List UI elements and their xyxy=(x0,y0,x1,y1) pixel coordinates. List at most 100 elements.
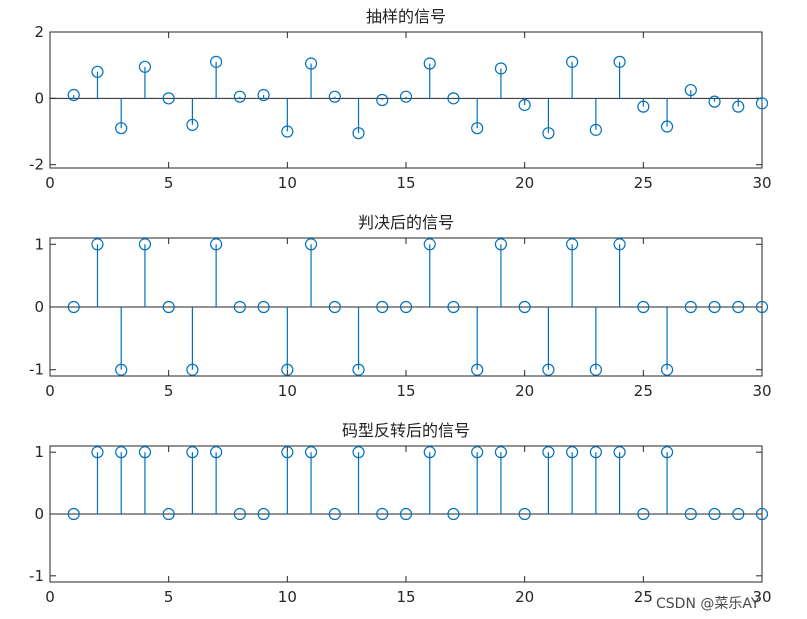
x-tick-label: 5 xyxy=(164,174,174,192)
stem-marker xyxy=(67,507,80,521)
stem-marker xyxy=(684,300,697,314)
stem-marker xyxy=(471,363,484,376)
stem-marker xyxy=(471,446,484,459)
stem-marker xyxy=(518,300,531,314)
stem-marker xyxy=(115,363,128,376)
x-tick-label: 20 xyxy=(515,588,534,606)
x-tick-label: 15 xyxy=(396,174,415,192)
y-tick-label: 1 xyxy=(34,443,44,461)
y-tick-label: 0 xyxy=(34,89,44,107)
stem-marker xyxy=(162,92,175,105)
stem-marker xyxy=(566,238,579,251)
stem-marker xyxy=(328,507,341,521)
stem-marker xyxy=(162,300,175,314)
stem-marker xyxy=(708,300,721,314)
stem-marker xyxy=(376,93,389,107)
x-tick-label: 30 xyxy=(752,382,771,400)
stem-marker xyxy=(755,97,769,110)
stem-marker xyxy=(233,300,246,314)
stem-marker xyxy=(447,300,460,314)
stem-marker xyxy=(471,122,484,135)
stem-marker xyxy=(210,446,223,459)
stem-marker xyxy=(542,446,555,459)
stem-marker xyxy=(257,300,270,314)
stem-marker xyxy=(423,446,436,459)
stem-marker xyxy=(91,65,104,78)
stem-marker xyxy=(613,55,626,68)
x-tick-label: 25 xyxy=(634,588,653,606)
stem-marker xyxy=(660,120,674,133)
stem-marker xyxy=(494,238,508,251)
stem-marker xyxy=(732,300,745,314)
x-tick-label: 0 xyxy=(45,382,55,400)
x-tick-label: 20 xyxy=(515,174,534,192)
stem-marker xyxy=(542,127,555,140)
stem-marker xyxy=(518,507,531,521)
y-tick-label: 1 xyxy=(34,235,44,253)
stem-marker xyxy=(233,507,246,521)
stem-marker xyxy=(281,446,294,459)
stem-marker xyxy=(518,98,531,112)
watermark: CSDN @菜乐AY xyxy=(656,596,760,612)
x-tick-label: 25 xyxy=(634,174,653,192)
stem-marker xyxy=(304,238,318,251)
stem-marker xyxy=(637,100,650,113)
stem-marker xyxy=(67,300,80,314)
stem-marker xyxy=(708,95,721,108)
stem-marker xyxy=(399,507,413,521)
x-tick-label: 5 xyxy=(164,382,174,400)
x-tick-label: 30 xyxy=(752,588,771,606)
stem-marker xyxy=(589,363,602,376)
stem-marker xyxy=(257,88,270,102)
stem-marker xyxy=(542,363,555,376)
stem-marker xyxy=(660,363,674,376)
chart-title: 抽样的信号 xyxy=(366,7,446,26)
stem-marker xyxy=(304,446,318,459)
stem-marker xyxy=(138,238,152,251)
stem-marker xyxy=(494,62,508,75)
y-tick-label: -1 xyxy=(29,567,44,585)
x-tick-label: 10 xyxy=(278,382,297,400)
y-tick-label: 0 xyxy=(34,505,44,523)
stem-marker xyxy=(138,446,152,459)
stem-marker xyxy=(589,123,602,136)
stem-marker xyxy=(755,507,769,521)
stem-marker xyxy=(376,507,389,521)
stem-marker xyxy=(399,90,413,103)
stem-marker xyxy=(328,300,341,314)
stem-marker xyxy=(186,446,199,459)
x-tick-label: 20 xyxy=(515,382,534,400)
chart-title: 判决后的信号 xyxy=(358,213,454,232)
stem-marker xyxy=(447,92,460,105)
x-tick-label: 30 xyxy=(752,174,771,192)
chart-title: 码型反转后的信号 xyxy=(342,421,470,440)
stem-marker xyxy=(115,122,128,135)
stem-marker xyxy=(566,55,579,68)
stem-marker xyxy=(91,238,104,251)
stem-marker xyxy=(328,90,341,103)
stem-marker xyxy=(186,363,199,376)
stem-marker xyxy=(352,446,365,459)
stem-marker xyxy=(304,57,318,70)
stem-marker xyxy=(660,446,674,459)
stem-marker xyxy=(399,300,413,314)
stem-marker xyxy=(566,446,579,459)
stem-marker xyxy=(233,90,246,103)
y-tick-label: 2 xyxy=(34,23,44,41)
x-tick-label: 15 xyxy=(396,588,415,606)
x-tick-label: 0 xyxy=(45,588,55,606)
stem-marker xyxy=(352,363,365,376)
stem-marker xyxy=(376,300,389,314)
stem-marker xyxy=(423,57,436,70)
stem-marker xyxy=(115,446,128,459)
stem-marker xyxy=(67,88,80,102)
x-tick-label: 25 xyxy=(634,382,653,400)
stem-marker xyxy=(708,507,721,521)
stem-marker xyxy=(755,300,769,314)
x-tick-label: 15 xyxy=(396,382,415,400)
stem-marker xyxy=(447,507,460,521)
stem-marker xyxy=(281,125,294,138)
